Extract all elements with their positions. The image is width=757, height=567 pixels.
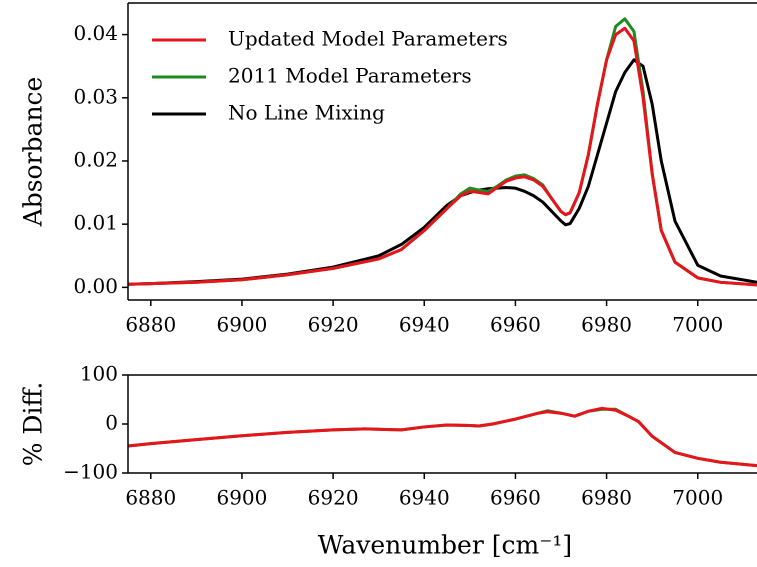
y-axis-label: Absorbance [19,77,48,228]
series-line [128,26,757,287]
y-axis-label: % Diff. [19,382,48,467]
x-tick-label: 6900 [216,486,267,510]
y-tick-label: 0.00 [73,274,118,298]
y-tick-label: 100 [80,362,118,386]
y-tick-label: 0.03 [73,84,118,108]
x-axis-label: Wavenumber [cm⁻¹] [318,531,572,560]
x-tick-label: 6900 [216,313,267,337]
x-tick-label: 7000 [672,486,723,510]
x-tick-label: 6960 [490,313,541,337]
x-tick-label: 6940 [399,486,450,510]
series-line [128,17,757,287]
x-tick-label: 6940 [399,313,450,337]
y-tick-label: −100 [63,460,118,484]
x-tick-label: 6980 [581,313,632,337]
x-tick-label: 6980 [581,486,632,510]
y-tick-label: 0.01 [73,211,118,235]
x-tick-label: 6920 [308,313,359,337]
y-tick-label: 0.02 [73,147,118,171]
x-tick-label: 6880 [125,313,176,337]
legend-label: No Line Mixing [228,101,385,125]
x-tick-label: 6920 [308,486,359,510]
series-line [128,406,757,468]
y-tick-label: 0 [105,411,118,435]
legend-label: 2011 Model Parameters [228,64,472,88]
series-line [128,58,757,286]
y-tick-label: 0.04 [73,21,118,45]
legend-label: Updated Model Parameters [228,27,508,51]
x-tick-label: 7000 [672,313,723,337]
x-tick-label: 6960 [490,486,541,510]
x-tick-label: 6880 [125,486,176,510]
